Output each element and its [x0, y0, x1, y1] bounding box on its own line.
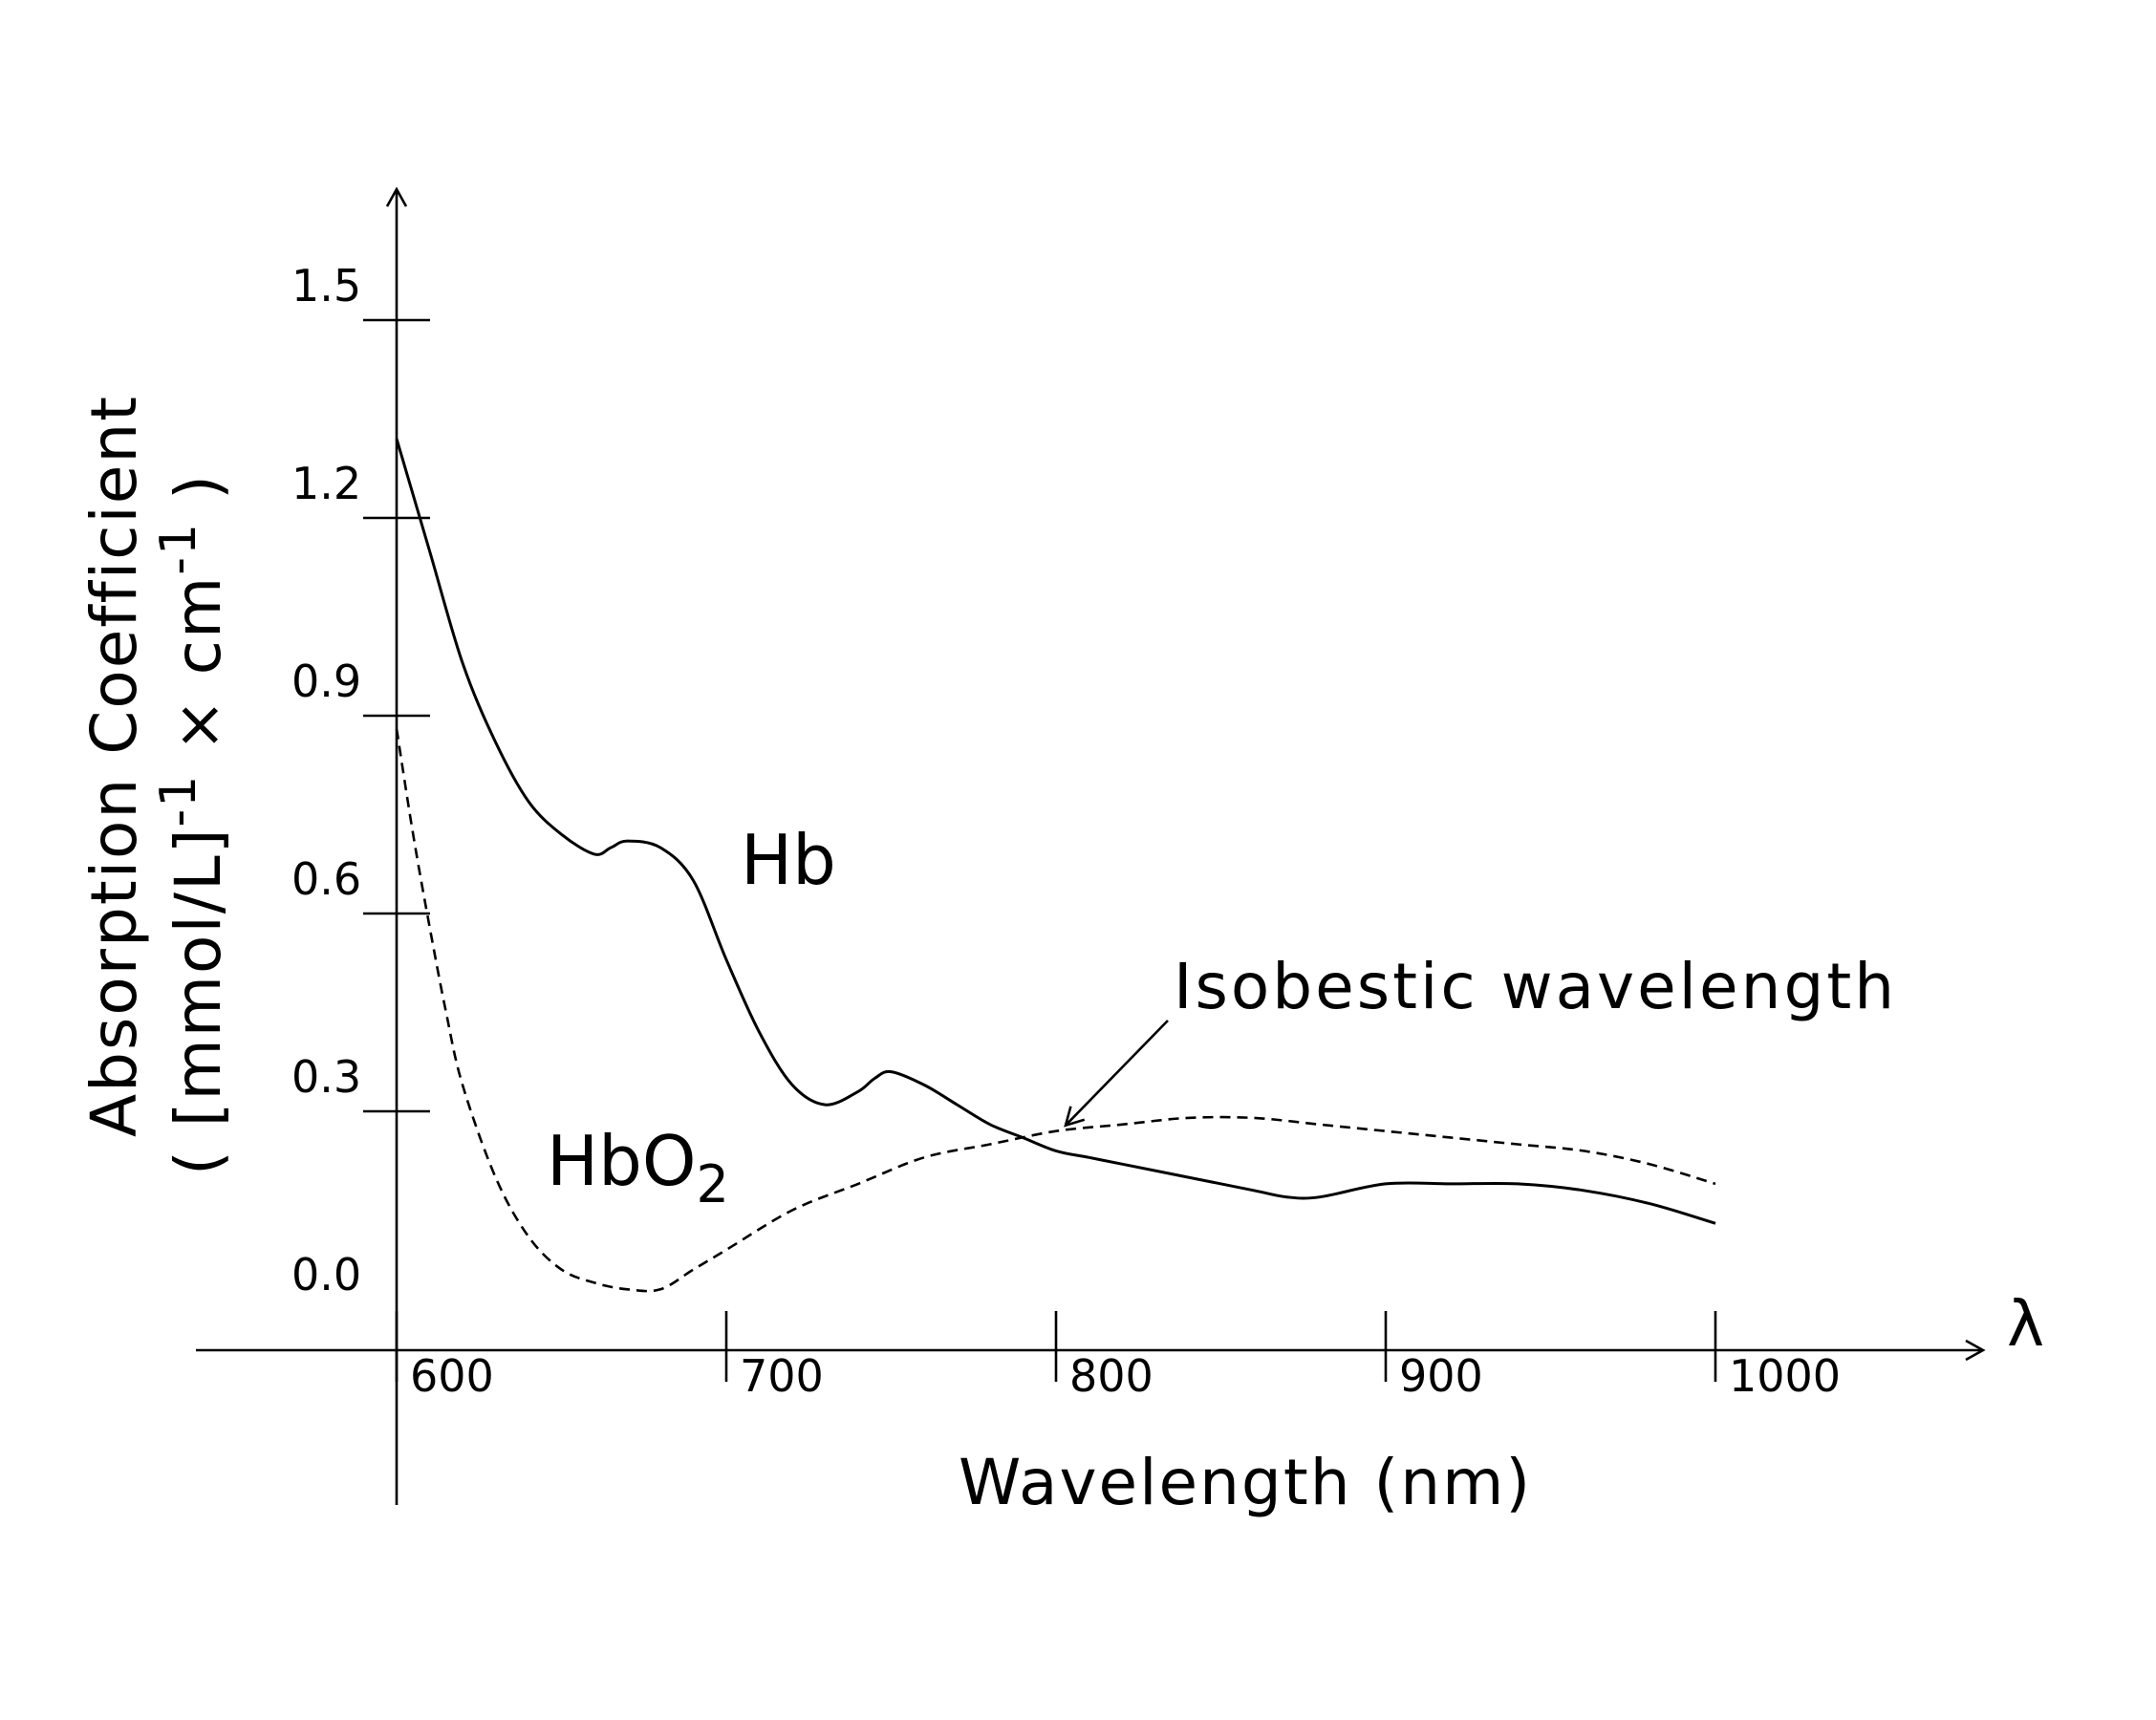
y-units-exp2: -1 — [150, 522, 207, 575]
y-axis-units: ( [mmol/L]-1 × cm-1 ) — [150, 473, 235, 1175]
y-tick-label-0.3: 0.3 — [291, 1051, 361, 1103]
y-tick-label-1.5: 1.5 — [291, 260, 361, 312]
x-tick-label-800: 800 — [1069, 1350, 1153, 1402]
x-axis-symbol: λ — [2007, 1287, 2046, 1361]
hbo2-label-base: HbO — [547, 1121, 697, 1201]
x-tick-label-1000: 1000 — [1729, 1350, 1841, 1402]
y-axis-title-line1: Absorption Coefficient — [77, 395, 151, 1137]
y-tick-label-0.9: 0.9 — [291, 656, 361, 707]
y-axis-units-text: ( [mmol/L]-1 × cm-1 ) — [150, 473, 235, 1175]
x-tick-label-900: 900 — [1399, 1350, 1483, 1402]
x-ticks: 600 700 800 900 1000 — [395, 1311, 1841, 1402]
y-units-close: ) — [162, 473, 235, 522]
isosbestic-label: Isobestic wavelength — [1174, 950, 1897, 1023]
hb-label: Hb — [741, 820, 836, 900]
x-axis-title: Wavelength (nm) — [959, 1446, 1532, 1519]
hbo2-label: HbO2 — [547, 1121, 729, 1215]
y-ticks: 0.0 0.3 0.6 0.9 1.2 1.5 — [291, 260, 430, 1301]
isosbestic-arrow — [1064, 1020, 1169, 1128]
y-units-open: ( [mmol/L] — [162, 827, 235, 1175]
y-units-mid: × cm — [162, 575, 235, 774]
y-units-exp1: -1 — [150, 774, 207, 828]
x-tick-label-700: 700 — [740, 1350, 824, 1402]
y-tick-label-0.0: 0.0 — [291, 1249, 361, 1301]
series-hb-line — [395, 438, 1716, 1225]
x-tick-label-600: 600 — [410, 1350, 494, 1402]
series-hbo2-line — [395, 728, 1716, 1293]
y-tick-label-0.6: 0.6 — [291, 853, 361, 905]
y-axis-title: Absorption Coefficient — [77, 395, 151, 1137]
hbo2-label-sub: 2 — [697, 1154, 729, 1215]
y-tick-label-1.2: 1.2 — [291, 458, 361, 509]
